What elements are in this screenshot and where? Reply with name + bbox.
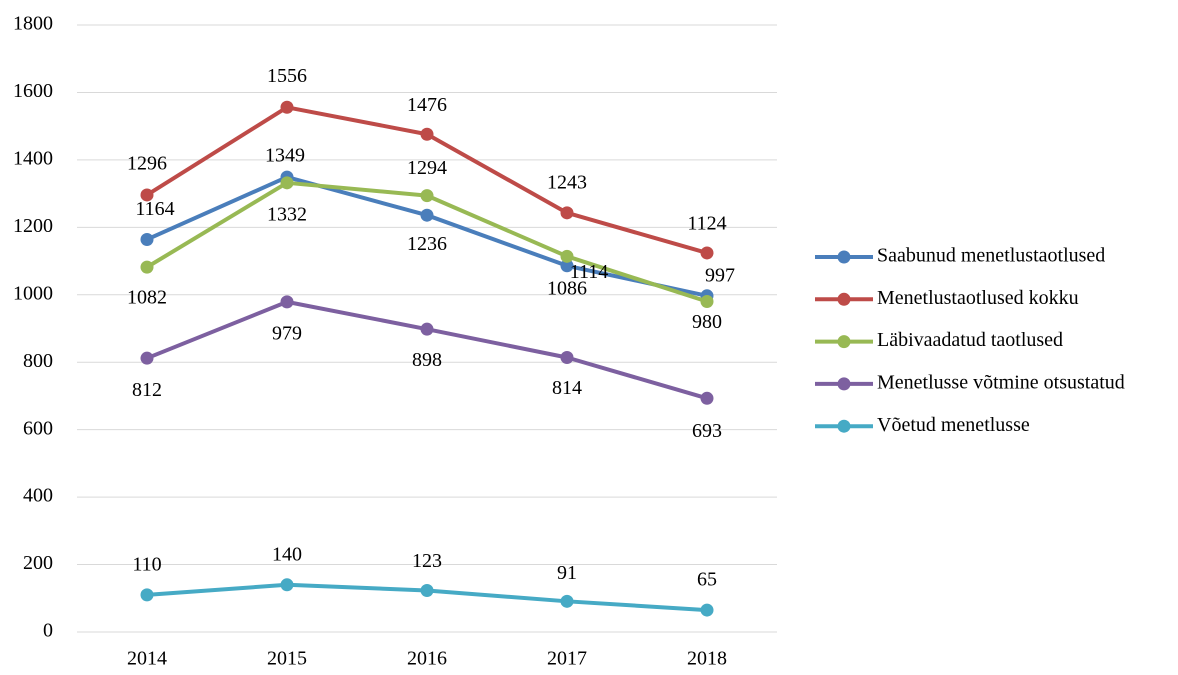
y-tick-label: 1200	[13, 215, 53, 237]
y-tick-label: 600	[23, 417, 53, 439]
x-tick-label: 2014	[127, 648, 167, 670]
data-label: 1164	[135, 198, 174, 220]
data-label: 91	[557, 562, 577, 584]
data-point	[560, 206, 574, 220]
x-tick-label: 2015	[267, 648, 307, 670]
y-tick-label: 1000	[13, 282, 53, 304]
data-label: 1476	[407, 94, 447, 116]
data-point	[700, 391, 714, 405]
legend-marker	[837, 292, 851, 306]
data-point	[420, 127, 434, 141]
data-point	[560, 351, 574, 365]
data-label: 693	[692, 420, 722, 442]
data-label: 1236	[407, 233, 447, 255]
data-point	[700, 295, 714, 309]
data-point	[140, 588, 154, 602]
data-label: 1349	[265, 145, 305, 167]
legend-label: Võetud menetlusse	[877, 414, 1030, 436]
data-point	[280, 176, 294, 190]
data-point	[140, 188, 154, 202]
data-point	[140, 260, 154, 274]
data-point	[420, 584, 434, 598]
data-label: 1296	[127, 153, 167, 175]
y-tick-label: 800	[23, 350, 53, 372]
data-point	[420, 208, 434, 222]
data-label: 1124	[687, 213, 726, 235]
data-label: 1114	[570, 261, 609, 283]
data-label: 812	[132, 379, 162, 401]
y-tick-label: 200	[23, 552, 53, 574]
legend-marker	[837, 419, 851, 433]
data-label: 814	[552, 377, 582, 399]
data-label: 1243	[547, 171, 587, 193]
data-point	[140, 351, 154, 365]
data-label: 1332	[267, 203, 307, 225]
legend-label: Menetlusse võtmine otsustatud	[877, 371, 1125, 393]
y-tick-label: 0	[43, 620, 53, 642]
y-tick-label: 1400	[13, 147, 53, 169]
legend-label: Saabunud menetlustaotlused	[877, 245, 1105, 267]
data-label: 1294	[407, 157, 447, 179]
data-label: 65	[697, 569, 717, 591]
x-tick-label: 2017	[547, 648, 587, 670]
y-tick-label: 1600	[13, 80, 53, 102]
data-point	[420, 189, 434, 203]
legend-label: Menetlustaotlused kokku	[877, 287, 1079, 309]
data-point	[700, 603, 714, 617]
x-tick-label: 2016	[407, 648, 447, 670]
data-label: 898	[412, 349, 442, 371]
data-point	[560, 259, 574, 273]
data-label: 997	[705, 264, 735, 286]
legend-marker	[837, 335, 851, 349]
data-label: 1086	[547, 277, 587, 299]
data-label: 110	[132, 553, 161, 575]
data-label: 980	[692, 311, 722, 333]
y-tick-label: 1800	[13, 13, 53, 35]
x-tick-label: 2018	[687, 648, 727, 670]
data-point	[700, 246, 714, 260]
data-label: 1082	[127, 287, 167, 309]
y-tick-label: 400	[23, 485, 53, 507]
legend-marker	[837, 377, 851, 391]
data-point	[280, 100, 294, 114]
data-label: 140	[272, 543, 302, 565]
data-point	[560, 249, 574, 263]
data-label: 1556	[267, 65, 307, 87]
data-point	[280, 295, 294, 309]
data-label: 979	[272, 322, 302, 344]
data-point	[420, 322, 434, 336]
legend-label: Läbivaadatud taotlused	[877, 329, 1063, 351]
data-point	[560, 594, 574, 608]
data-label: 123	[412, 550, 442, 572]
data-point	[280, 578, 294, 592]
legend-marker	[837, 250, 851, 264]
data-point	[140, 232, 154, 246]
